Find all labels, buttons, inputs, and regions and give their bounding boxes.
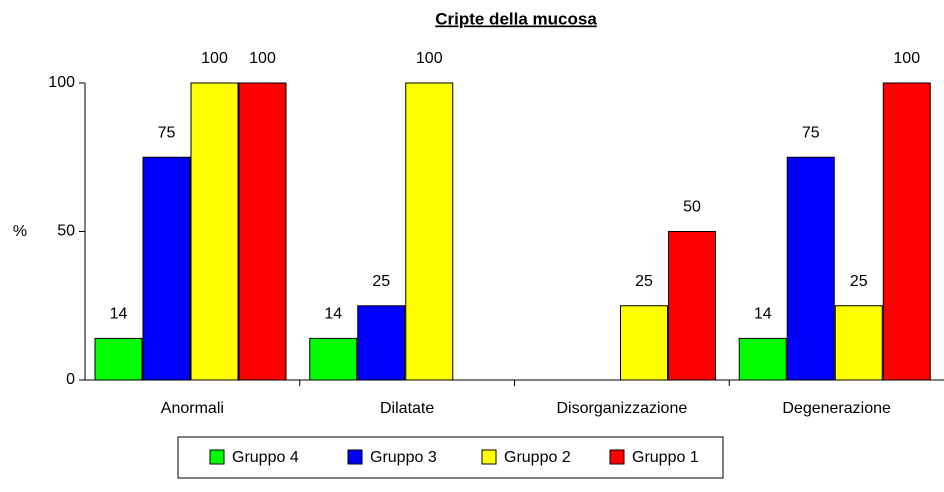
data-label: 50 xyxy=(683,199,701,216)
data-label: 25 xyxy=(635,273,653,290)
legend-swatch xyxy=(347,449,363,465)
x-tick-label: Disorganizzazione xyxy=(557,400,688,417)
legend-swatch xyxy=(481,449,497,465)
data-label: 14 xyxy=(110,306,128,323)
data-label: 75 xyxy=(158,124,176,141)
chart-title: Cripte della mucosa xyxy=(435,9,597,28)
bar xyxy=(405,82,454,381)
legend-swatch xyxy=(609,449,625,465)
data-label: 14 xyxy=(324,306,342,323)
y-axis-label: % xyxy=(13,223,27,240)
legend-label: Gruppo 1 xyxy=(632,449,699,466)
data-label: 14 xyxy=(754,306,772,323)
y-tick-label: 0 xyxy=(66,371,75,388)
legend-label: Gruppo 4 xyxy=(232,449,299,466)
y-tick-label: 100 xyxy=(48,74,75,91)
bar xyxy=(309,337,358,381)
data-label: 100 xyxy=(249,50,276,67)
bar xyxy=(882,82,931,381)
bar xyxy=(190,82,239,381)
bar xyxy=(738,337,787,381)
data-label: 75 xyxy=(802,124,820,141)
x-tick-label: Dilatate xyxy=(380,400,434,417)
data-label: 100 xyxy=(201,50,228,67)
data-label: 100 xyxy=(416,50,443,67)
bar xyxy=(620,305,668,381)
legend-box xyxy=(177,436,724,479)
x-tick-label: Degenerazione xyxy=(782,400,891,417)
bar xyxy=(786,156,835,381)
bar xyxy=(94,337,143,381)
x-tick-label: Anormali xyxy=(161,400,224,417)
bar xyxy=(668,231,716,381)
bar xyxy=(834,305,883,381)
bar xyxy=(142,156,191,381)
legend-swatch xyxy=(209,449,225,465)
data-label: 100 xyxy=(893,50,920,67)
bar xyxy=(238,82,287,381)
data-label: 25 xyxy=(372,273,390,290)
legend-label: Gruppo 2 xyxy=(504,449,571,466)
bar xyxy=(357,305,406,381)
y-tick-label: 50 xyxy=(57,223,75,240)
legend-label: Gruppo 3 xyxy=(370,449,437,466)
data-label: 25 xyxy=(850,273,868,290)
